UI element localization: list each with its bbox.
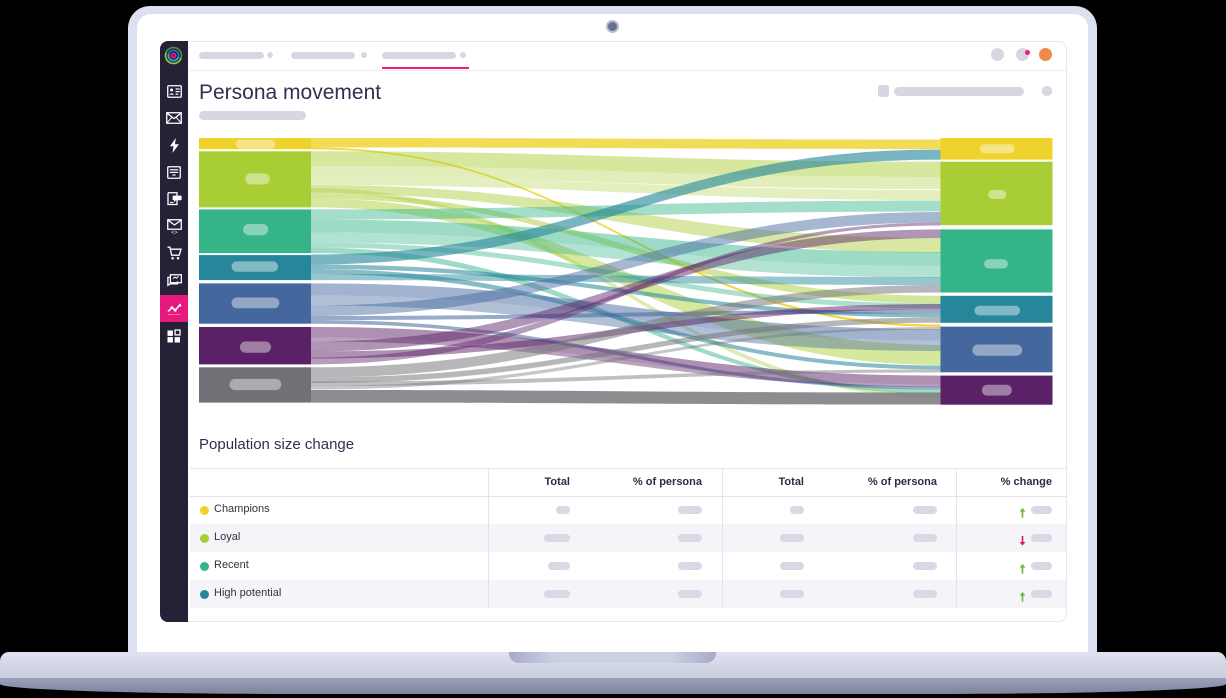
svg-text:<>: <> bbox=[171, 230, 177, 234]
